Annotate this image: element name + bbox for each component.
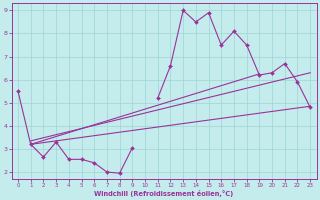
X-axis label: Windchill (Refroidissement éolien,°C): Windchill (Refroidissement éolien,°C) — [94, 190, 234, 197]
